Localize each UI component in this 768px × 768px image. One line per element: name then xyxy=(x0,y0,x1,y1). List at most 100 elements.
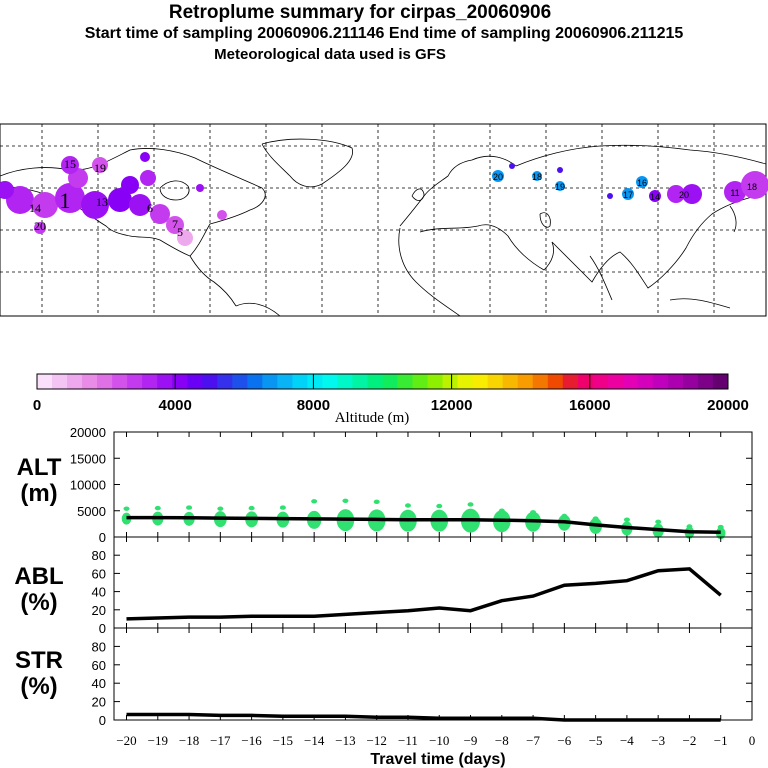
x-tick-label: −16 xyxy=(241,733,262,748)
colorbar-cell xyxy=(532,374,549,389)
colorbar-cell xyxy=(427,374,443,389)
colorbar-dividers xyxy=(174,374,591,389)
x-tick-labels: −20 −19 −18 −17 −16 −15 −14 −13 −12 −11 −10 −9 −8 −7−… xyxy=(116,733,755,748)
alt-panel: 0 5000 10000 15000 20000 xyxy=(70,425,753,545)
x-tick-label: −10 xyxy=(429,733,449,748)
y-tick-label: 15000 xyxy=(70,451,106,466)
india-coast xyxy=(589,255,613,301)
coastlines xyxy=(0,138,767,317)
alt-line xyxy=(126,515,721,535)
plume-bubble xyxy=(32,192,58,218)
x-tick-label: −4 xyxy=(620,733,634,748)
alt-panel-title: ALT (m) xyxy=(4,455,74,507)
plume-bubble xyxy=(129,194,151,216)
upper-spread-point xyxy=(154,505,161,511)
y-tick-label: 10000 xyxy=(70,478,106,493)
colorbar-cell xyxy=(712,374,729,389)
north-america-coast xyxy=(0,148,266,257)
plume-bubble xyxy=(150,204,170,224)
x-tick-label: −1 xyxy=(714,733,728,748)
str-title-unit: (%) xyxy=(20,673,58,700)
x-axis-label: Travel time (days) xyxy=(370,751,505,768)
altitude-bubble xyxy=(715,527,726,540)
y-tick-label: 20000 xyxy=(70,425,106,440)
y-tick-label: 60 xyxy=(92,658,106,673)
upper-spread-point xyxy=(404,503,411,508)
japan-coast xyxy=(729,205,737,233)
plume-day-label: 19 xyxy=(555,182,565,192)
colorbar-cell xyxy=(37,374,53,389)
upper-spread-point xyxy=(279,505,286,510)
colorbar-cell xyxy=(322,374,338,389)
x-tick-label: −15 xyxy=(273,733,293,748)
panel-frame xyxy=(113,536,753,629)
map-frame xyxy=(0,123,767,317)
abl-panel: 0 20 40 60 80 xyxy=(92,536,753,636)
x-tick-label: −12 xyxy=(367,733,387,748)
alt-title-word: ALT xyxy=(16,454,62,481)
plume-day-label: 15 xyxy=(64,157,76,171)
plume-day-label: 19 xyxy=(94,161,106,175)
plume-bubble xyxy=(532,171,542,181)
upper-spread-point xyxy=(342,498,349,503)
colorbar-tick-label: 16000 xyxy=(569,397,611,414)
plume-bubble xyxy=(140,152,150,162)
abl-title-unit: (%) xyxy=(20,589,58,616)
colorbar-cell xyxy=(652,374,669,389)
colorbar-cell xyxy=(157,374,173,389)
colorbar-cell xyxy=(472,374,489,389)
plume-bubble xyxy=(177,230,193,246)
colorbar-cell xyxy=(502,374,519,389)
colorbar-cell xyxy=(547,374,564,389)
colorbar-tick-labels: 0 4000 8000 12000 16000 20000 xyxy=(33,397,749,414)
plume-bubble xyxy=(682,184,702,204)
upper-spread-point xyxy=(623,517,630,522)
africa-coast xyxy=(398,227,461,317)
colorbar-cell xyxy=(517,374,534,389)
upper-spread-point xyxy=(311,499,318,504)
plume-bubble xyxy=(217,210,227,220)
greenland-coast xyxy=(261,138,353,188)
plume-bubble xyxy=(121,176,139,194)
plume-bubble xyxy=(649,190,661,202)
str-panel: 0 20 40 60 80 xyxy=(92,627,753,728)
x-tick-label: −14 xyxy=(304,733,325,748)
hudson-bay-coast xyxy=(159,180,190,201)
plume-bubble xyxy=(92,157,108,173)
chart-title: Retroplume summary for cirpas_20060906 xyxy=(168,2,552,23)
plume-day-label: 20 xyxy=(34,219,46,233)
plume-day-label: 17 xyxy=(623,190,633,200)
colorbar-cell xyxy=(397,374,413,389)
plume-day-label: 6 xyxy=(147,201,153,215)
plume-day-label: 1 xyxy=(60,188,71,213)
plume-bubble xyxy=(34,222,46,234)
y-tick-label: 20 xyxy=(92,695,106,710)
colorbar-cell xyxy=(382,374,398,389)
colorbar-cell xyxy=(562,374,579,389)
upper-spread-point xyxy=(217,506,224,511)
colorbar-cell xyxy=(217,374,233,389)
plume-bubble xyxy=(741,171,768,199)
plume-day-label: 20 xyxy=(679,190,689,200)
colorbar-cell xyxy=(487,374,504,389)
central-america-coast xyxy=(189,255,237,307)
plume-bubble xyxy=(557,167,563,173)
colorbar-cell xyxy=(592,374,609,389)
colorbar-cell xyxy=(637,374,654,389)
panel-frame xyxy=(113,627,753,721)
colorbar-cell xyxy=(367,374,383,389)
sampling-time-line: Start time of sampling 20060906.211146 E… xyxy=(84,25,684,42)
plume-bubble xyxy=(108,188,132,212)
colorbar-cell xyxy=(67,374,83,389)
y-tick-label: 0 xyxy=(99,530,106,545)
indonesia-coast xyxy=(669,298,731,309)
colorbar-cell xyxy=(82,374,98,389)
x-tick-label: −18 xyxy=(179,733,199,748)
plume-bubble xyxy=(555,181,565,191)
upper-spread-point xyxy=(248,505,255,511)
y-tick-label: 80 xyxy=(92,548,106,563)
colorbar-cell xyxy=(442,374,459,389)
met-data-line: Meteorological data used is GFS xyxy=(214,46,446,63)
